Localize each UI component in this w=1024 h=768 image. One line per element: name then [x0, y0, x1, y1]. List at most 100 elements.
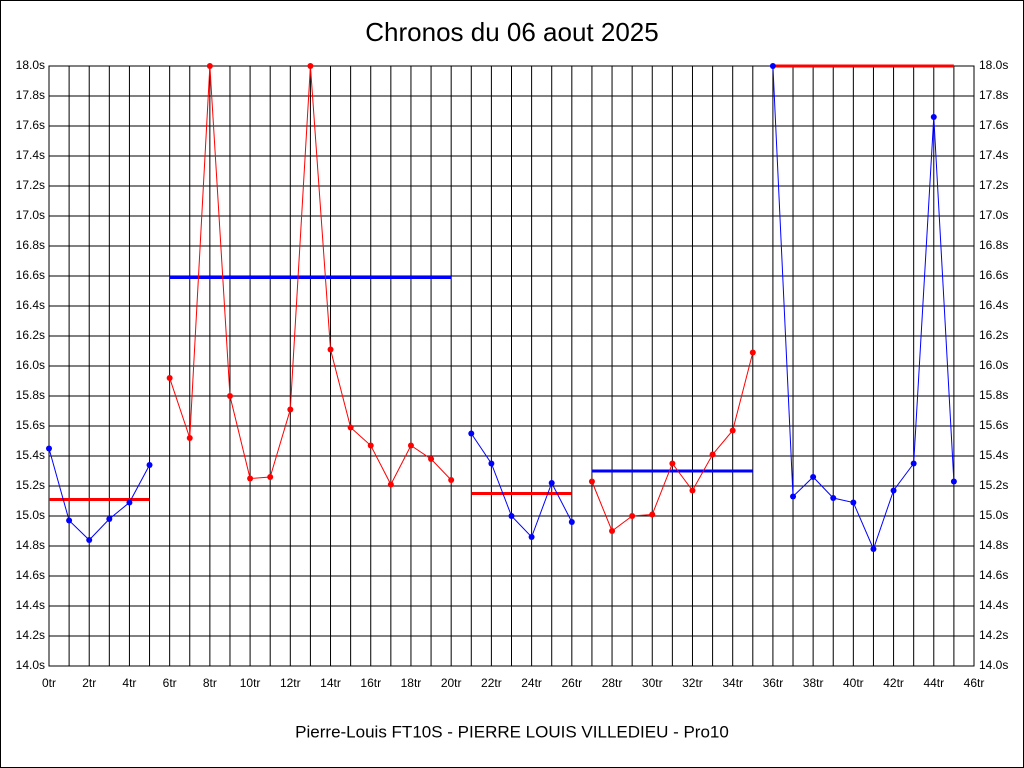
point: [488, 460, 495, 467]
y2-tick-label: 16.0s: [979, 358, 1008, 372]
x-tick-label: 10tr: [240, 676, 261, 690]
chart-title: Chronos du 06 aout 2025: [365, 17, 658, 47]
point: [347, 424, 354, 431]
y-tick-label: 16.6s: [16, 268, 45, 282]
point: [629, 513, 636, 519]
y2-tick-label: 14.4s: [979, 598, 1008, 612]
y-tick-label: 16.0s: [16, 358, 45, 372]
y-tick-label: 17.2s: [16, 178, 45, 192]
y2-tick-label: 18.0s: [979, 58, 1008, 72]
point: [528, 534, 535, 540]
point: [46, 445, 52, 452]
point: [729, 427, 736, 434]
point: [247, 475, 254, 482]
point: [267, 474, 274, 480]
point: [749, 349, 756, 356]
point: [568, 519, 575, 525]
y-tick-label: 16.4s: [16, 298, 45, 312]
point: [830, 495, 837, 501]
y2-tick-label: 16.2s: [979, 328, 1008, 342]
point: [609, 528, 616, 534]
y2-tick-label: 15.2s: [979, 478, 1008, 492]
point: [508, 513, 515, 519]
plot-border: [48, 65, 975, 667]
y-tick-label: 14.4s: [16, 598, 45, 612]
point: [66, 517, 73, 524]
point: [910, 460, 917, 467]
point: [468, 430, 475, 437]
y2-tick-label: 14.6s: [979, 568, 1008, 582]
point: [86, 537, 93, 543]
point: [769, 63, 776, 69]
y-tick-label: 15.6s: [16, 418, 45, 432]
x-tick-label: 16tr: [360, 676, 381, 690]
x-tick-label: 44tr: [923, 676, 944, 690]
point: [186, 435, 193, 441]
point: [327, 346, 334, 353]
y-tick-label: 17.0s: [16, 208, 45, 222]
x-tick-label: 36tr: [763, 676, 784, 690]
x-tick-label: 14tr: [320, 676, 341, 690]
y2-tick-label: 17.0s: [979, 208, 1008, 222]
y2-tick-label: 16.8s: [979, 238, 1008, 252]
point: [649, 511, 656, 518]
point: [146, 462, 153, 468]
x-tick-label: 22tr: [481, 676, 502, 690]
y-tick-label: 15.0s: [16, 508, 45, 522]
point: [226, 393, 233, 399]
x-tick-label: 40tr: [843, 676, 864, 690]
x-tick-label: 24tr: [521, 676, 542, 690]
y2-tick-label: 14.0s: [979, 658, 1008, 672]
y-tick-label: 14.6s: [16, 568, 45, 582]
y-tick-label: 18.0s: [16, 58, 45, 72]
x-tick-label: 32tr: [682, 676, 703, 690]
point: [810, 474, 817, 480]
y2-tick-label: 17.8s: [979, 88, 1008, 102]
point: [890, 487, 897, 494]
point: [790, 493, 797, 500]
y2-tick-label: 17.6s: [979, 118, 1008, 132]
point: [126, 499, 133, 506]
y-tick-label: 14.2s: [16, 628, 45, 642]
y-tick-label: 16.8s: [16, 238, 45, 252]
x-tick-label: 26tr: [561, 676, 582, 690]
y2-tick-label: 15.6s: [979, 418, 1008, 432]
point: [689, 487, 696, 494]
y-tick-label: 14.8s: [16, 538, 45, 552]
x-tick-label: 12tr: [280, 676, 301, 690]
y-tick-label: 17.8s: [16, 88, 45, 102]
y2-tick-label: 15.0s: [979, 508, 1008, 522]
y-tick-label: 17.6s: [16, 118, 45, 132]
point: [709, 451, 716, 458]
point: [669, 460, 676, 467]
point: [206, 63, 213, 69]
x-tick-label: 18tr: [401, 676, 422, 690]
point: [870, 546, 877, 552]
point: [287, 406, 294, 413]
point: [407, 442, 414, 449]
x-tick-label: 2tr: [82, 676, 96, 690]
y-tick-label: 17.4s: [16, 148, 45, 162]
y-tick-label: 14.0s: [16, 658, 45, 672]
y2-tick-label: 17.4s: [979, 148, 1008, 162]
y-tick-label: 15.4s: [16, 448, 45, 462]
point: [850, 499, 857, 506]
x-tick-label: 0tr: [42, 676, 56, 690]
y-tick-label: 16.2s: [16, 328, 45, 342]
x-tick-label: 20tr: [441, 676, 462, 690]
point: [387, 481, 394, 488]
y2-tick-label: 16.6s: [979, 268, 1008, 282]
point: [307, 63, 314, 69]
series-line: [48, 448, 150, 541]
y2-tick-label: 15.8s: [979, 388, 1008, 402]
y2-tick-label: 14.8s: [979, 538, 1008, 552]
x-tick-label: 46tr: [964, 676, 985, 690]
x-tick-label: 28tr: [602, 676, 623, 690]
x-tick-label: 8tr: [203, 676, 217, 690]
point: [930, 114, 937, 120]
point: [166, 375, 173, 381]
x-tick-label: 34tr: [722, 676, 743, 690]
y2-tick-label: 16.4s: [979, 298, 1008, 312]
series-line: [772, 65, 955, 551]
point: [428, 456, 435, 462]
